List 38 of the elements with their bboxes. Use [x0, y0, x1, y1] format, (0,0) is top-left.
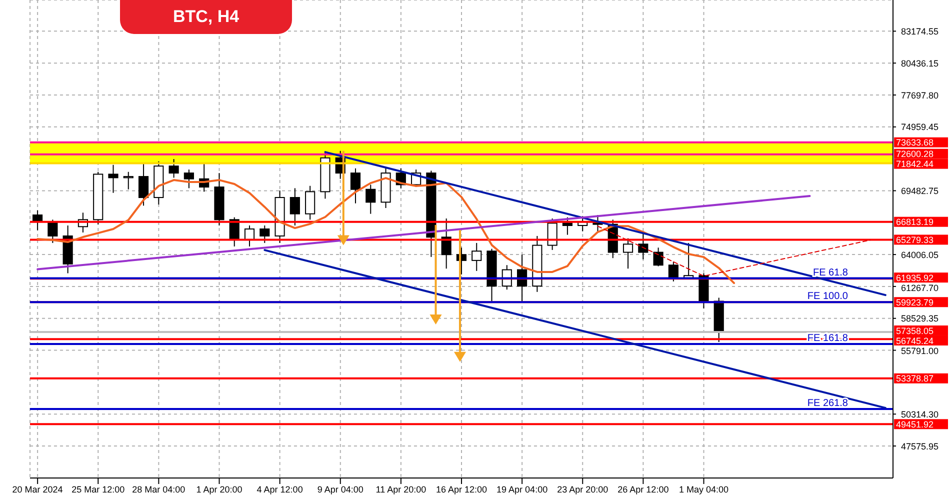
x-tick-label: 1 May 04:00	[678, 484, 729, 494]
y-tick-label: 47575.95	[901, 441, 939, 452]
title-box: BTC, H4	[120, 0, 292, 34]
ref-line-label: 56745.24	[896, 336, 934, 346]
x-tick-label: 28 Mar 04:00	[132, 484, 186, 494]
x-tick-label: 1 Apr 20:00	[196, 484, 242, 494]
x-tick-label: 25 Mar 12:00	[72, 484, 125, 494]
y-tick-label: 77697.80	[901, 90, 939, 100]
y-tick-label: 64006.05	[901, 250, 939, 260]
ref-line-label: 61935.92	[896, 272, 934, 283]
ref-line-label: 73633.68	[896, 138, 934, 148]
y-tick-label: 61267.70	[901, 282, 939, 293]
x-tick-label: 9 Apr 04:00	[317, 484, 364, 494]
y-tick-label: 74959.45	[901, 122, 939, 132]
ref-line-label: 66813.19	[896, 217, 934, 228]
x-tick-label: 19 Apr 04:00	[496, 484, 548, 494]
y-tick-label: 58529.35	[901, 314, 939, 324]
y-tick-label: 83174.55	[901, 26, 939, 36]
x-tick-label: 23 Apr 20:00	[557, 484, 608, 494]
ref-line-label: 72600.28	[896, 149, 934, 160]
x-tick-label: 26 Apr 12:00	[618, 484, 669, 494]
ref-line-label: 59923.79	[896, 297, 934, 308]
ref-line-label: 53378.87	[896, 374, 934, 384]
y-tick-label: 50314.30	[901, 409, 939, 420]
x-tick-label: 20 Mar 2024	[12, 484, 63, 494]
ref-line-label: 57358.05	[896, 326, 934, 336]
y-tick-label: 69482.75	[901, 186, 939, 196]
y-tick-label: 55791.00	[901, 346, 939, 356]
x-tick-label: 11 Apr 20:00	[376, 484, 426, 494]
ref-line-label: 49451.92	[896, 419, 934, 430]
ref-line-label: 65279.33	[896, 235, 934, 246]
annotation: FE 61.8	[812, 267, 848, 278]
y-tick-label: 80436.15	[901, 58, 939, 68]
x-tick-label: 4 Apr 12:00	[256, 484, 303, 494]
ref-line-label: 71842.44	[896, 159, 934, 170]
annotation: FE 100.0	[807, 291, 848, 302]
annotation: FE 261.8	[807, 398, 848, 410]
x-tick-label: 16 Apr 12:00	[436, 484, 488, 494]
